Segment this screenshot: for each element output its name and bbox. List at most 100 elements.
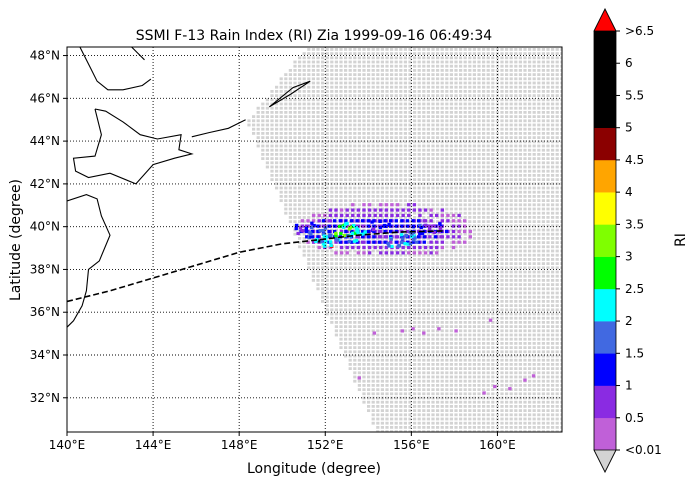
swath-pixel xyxy=(463,300,467,303)
swath-pixel xyxy=(394,400,398,404)
swath-pixel xyxy=(523,211,527,215)
swath-pixel xyxy=(486,270,490,274)
swath-pixel xyxy=(325,199,329,202)
swath-pixel xyxy=(449,316,453,320)
swath-pixel xyxy=(399,81,403,85)
swath-pixel xyxy=(445,295,449,299)
swath-pixel xyxy=(468,178,472,181)
swath-pixel xyxy=(302,136,306,139)
swath-pixel xyxy=(394,262,398,265)
swath-pixel xyxy=(362,140,366,144)
swath-pixel xyxy=(422,283,426,286)
swath-pixel xyxy=(472,190,476,194)
swath-pixel xyxy=(445,384,449,387)
swath-pixel xyxy=(390,270,394,274)
swath-pixel xyxy=(353,132,357,135)
swath-pixel xyxy=(385,195,389,198)
swath-pixel xyxy=(302,98,306,102)
swath-pixel xyxy=(468,127,472,131)
swath-pixel xyxy=(413,337,417,341)
swath-pixel xyxy=(500,136,504,139)
swath-pixel xyxy=(546,253,550,257)
swath-pixel xyxy=(560,312,562,316)
swath-pixel xyxy=(394,123,398,127)
swath-pixel xyxy=(436,384,440,387)
swath-pixel xyxy=(417,375,421,379)
swath-pixel xyxy=(449,241,453,244)
swath-pixel xyxy=(532,312,536,316)
swath-pixel xyxy=(551,358,555,362)
swath-pixel xyxy=(348,279,352,282)
swath-pixel xyxy=(436,287,440,291)
swath-pixel xyxy=(431,136,435,139)
swath-pixel xyxy=(505,144,509,148)
swath-pixel xyxy=(486,220,490,223)
swath-pixel xyxy=(477,102,481,106)
swath-pixel xyxy=(454,316,458,320)
swath-pixel xyxy=(491,291,495,295)
swath-pixel xyxy=(344,178,348,181)
swath-pixel xyxy=(385,69,389,72)
swath-pixel xyxy=(367,300,371,303)
swath-pixel xyxy=(509,56,513,60)
swath-pixel xyxy=(316,199,320,202)
swath-pixel xyxy=(518,174,522,177)
swath-pixel xyxy=(344,354,348,358)
swath-pixel xyxy=(495,258,499,261)
swath-pixel xyxy=(555,169,559,173)
swath-pixel xyxy=(344,342,348,345)
swath-pixel xyxy=(445,316,449,320)
swath-pixel xyxy=(330,287,334,291)
swath-pixel xyxy=(546,350,550,354)
swath-pixel xyxy=(321,287,325,291)
swath-pixel xyxy=(528,211,532,215)
swath-pixel xyxy=(403,182,407,186)
swath-pixel xyxy=(463,144,467,148)
swath-pixel xyxy=(436,190,440,194)
swath-pixel xyxy=(459,287,463,291)
swath-pixel xyxy=(298,148,302,152)
swath-pixel xyxy=(486,409,490,412)
swath-pixel xyxy=(426,203,430,207)
swath-pixel xyxy=(532,308,536,312)
swath-pixel xyxy=(426,337,430,341)
swath-pixel xyxy=(509,346,513,349)
swath-pixel xyxy=(385,346,389,349)
swath-pixel xyxy=(495,148,499,152)
swath-pixel xyxy=(509,165,513,169)
swath-pixel xyxy=(413,400,417,404)
swath-pixel xyxy=(482,228,486,232)
swath-pixel xyxy=(537,216,541,219)
swath-pixel xyxy=(339,312,343,316)
swath-pixel xyxy=(371,157,375,160)
swath-pixel xyxy=(408,253,412,257)
swath-pixel xyxy=(316,249,320,253)
swath-pixel xyxy=(417,119,421,123)
swath-pixel xyxy=(560,304,562,307)
swath-pixel xyxy=(357,153,361,156)
swath-pixel xyxy=(353,148,357,152)
swath-pixel xyxy=(362,316,366,320)
swath-pixel xyxy=(426,409,430,412)
swath-pixel xyxy=(417,140,421,144)
swath-pixel xyxy=(376,325,380,328)
swath-pixel xyxy=(472,329,476,333)
swath-pixel xyxy=(367,69,371,72)
swath-pixel xyxy=(532,199,536,202)
swath-pixel xyxy=(491,249,495,253)
swath-pixel xyxy=(390,136,394,139)
swath-pixel xyxy=(551,161,555,165)
swath-pixel xyxy=(463,136,467,139)
swath-pixel xyxy=(311,102,315,106)
swath-pixel xyxy=(385,127,389,131)
swath-pixel xyxy=(311,258,315,261)
swath-pixel xyxy=(555,249,559,253)
swath-pixel xyxy=(500,346,504,349)
swath-pixel xyxy=(532,304,536,307)
swath-pixel xyxy=(555,350,559,354)
swath-pixel xyxy=(431,405,435,408)
swath-pixel xyxy=(555,371,559,375)
swath-pixel xyxy=(500,165,504,169)
swath-pixel xyxy=(284,161,288,165)
swath-pixel xyxy=(422,203,426,207)
